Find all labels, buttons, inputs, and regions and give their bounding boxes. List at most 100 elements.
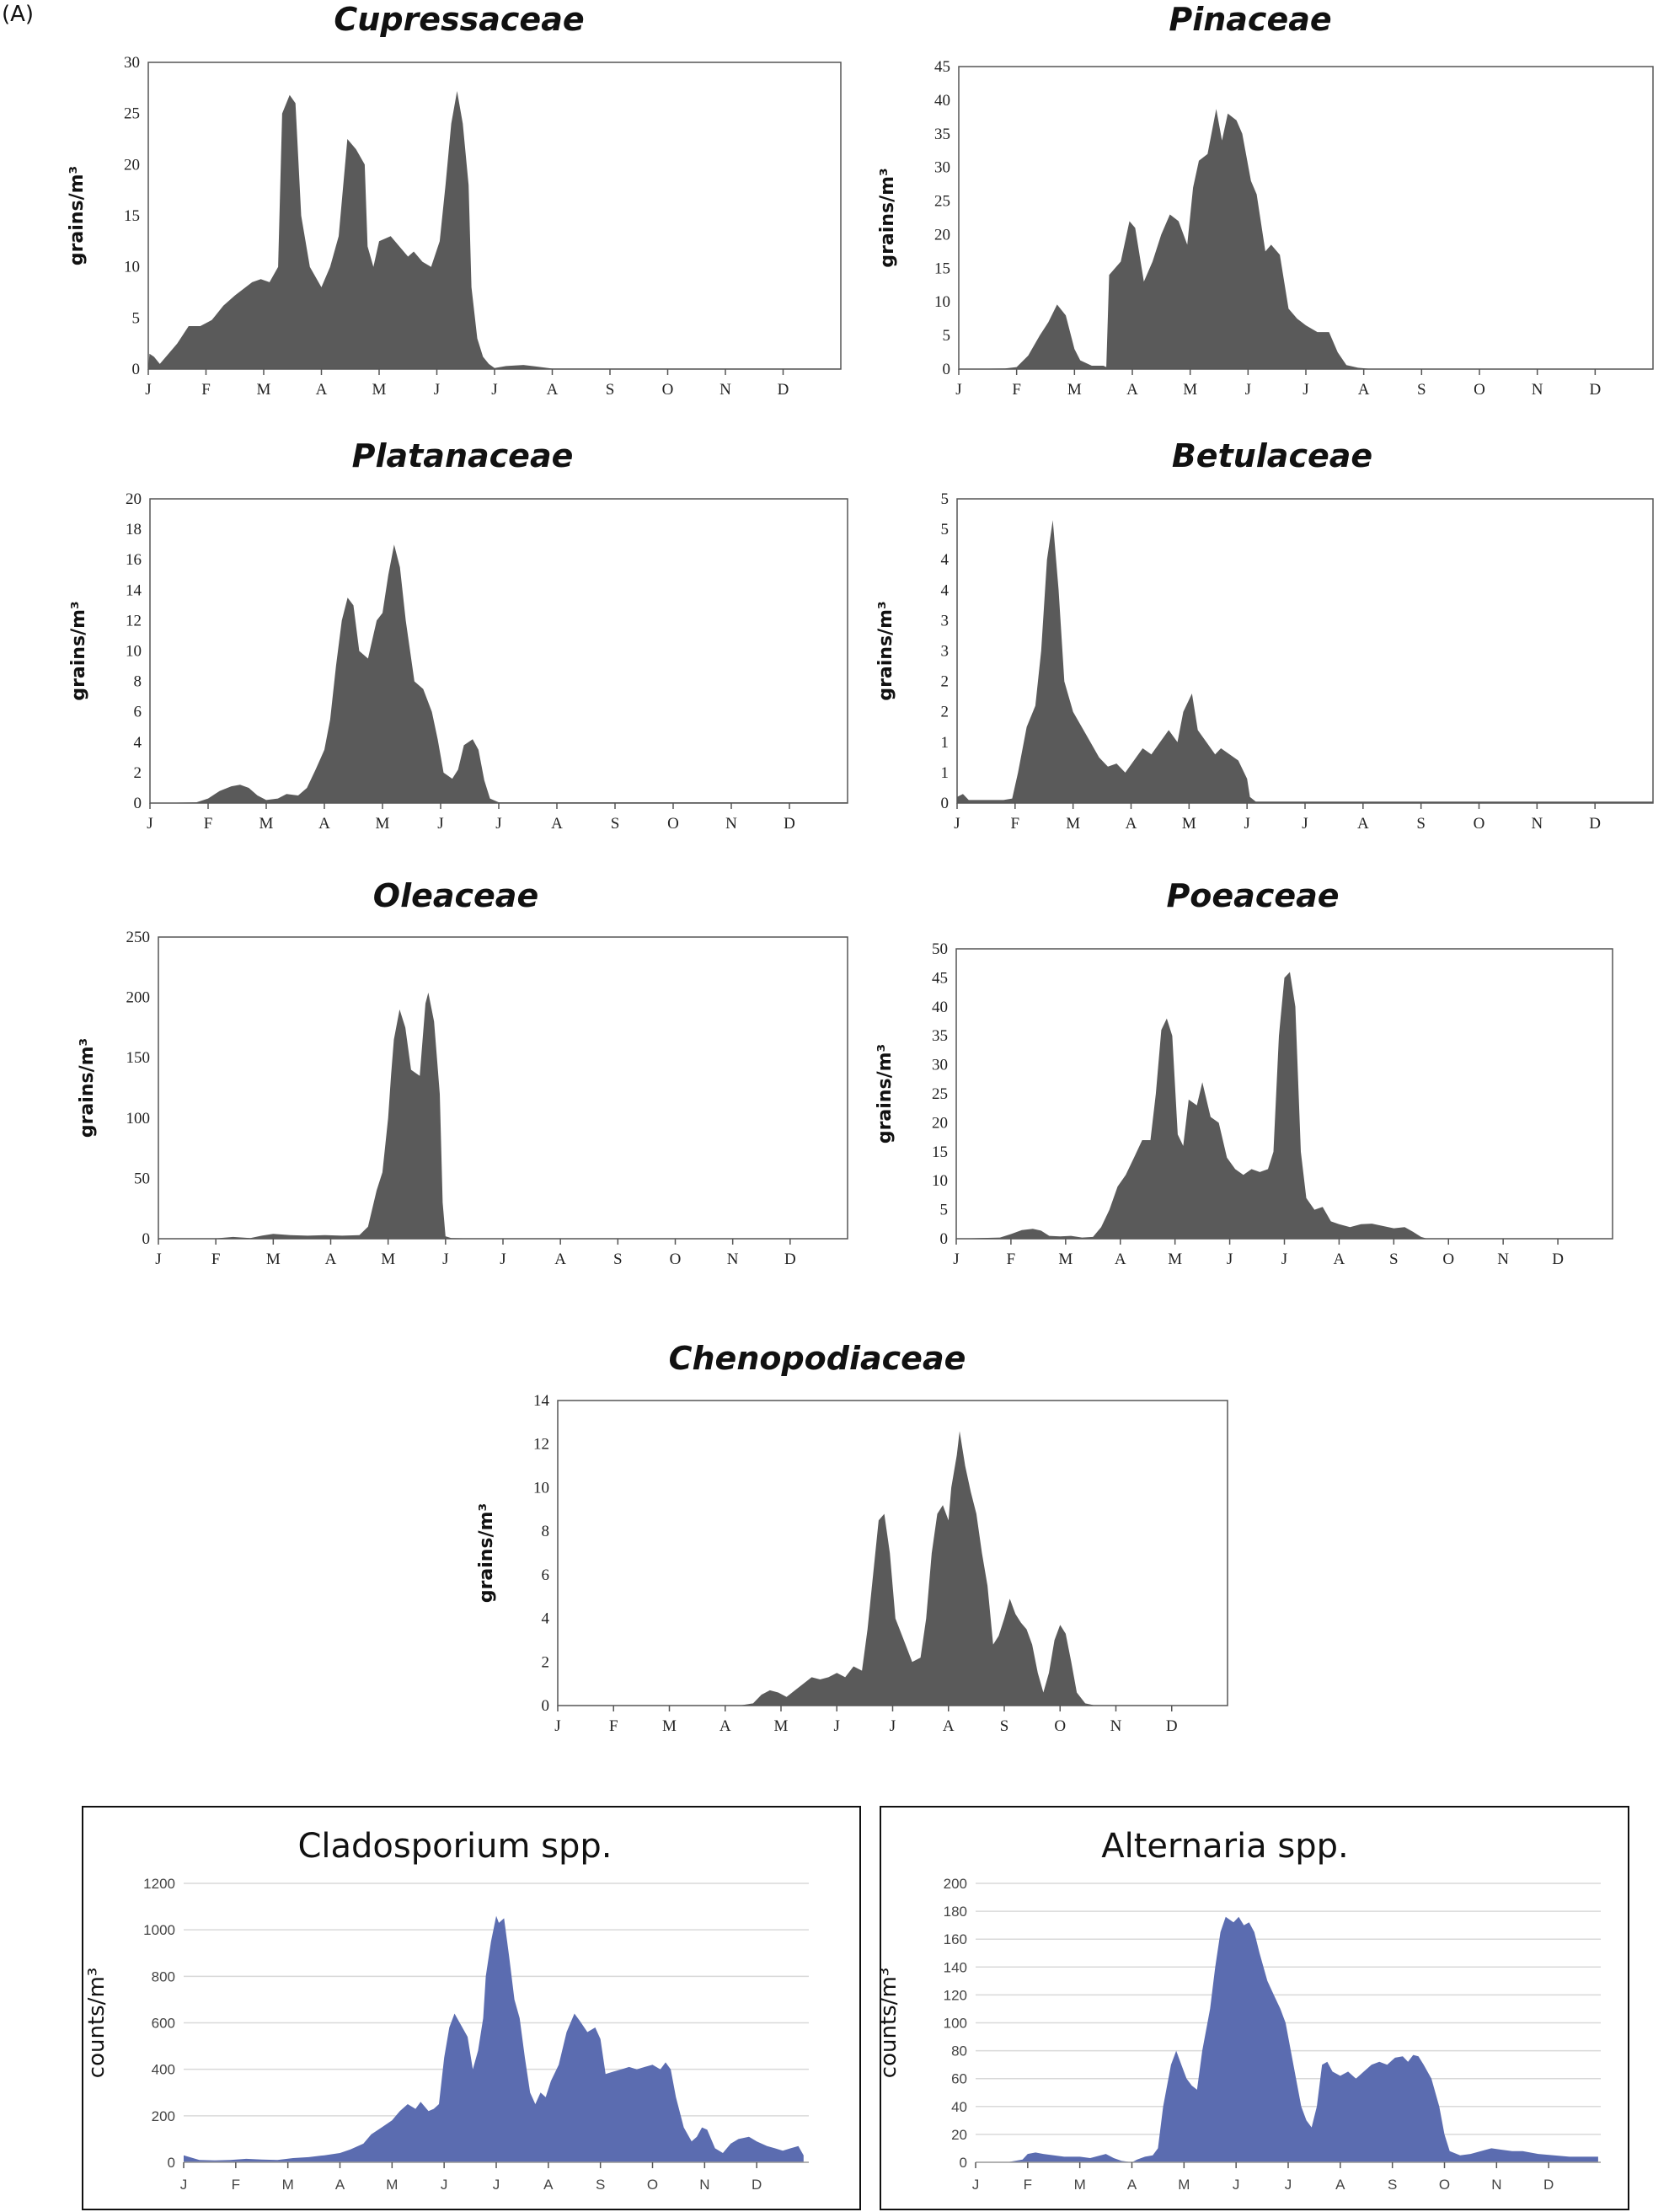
y-tick-label: 1 (941, 764, 950, 782)
y-axis-label: grains/m³ (67, 166, 88, 265)
y-tick-label: 0 (134, 795, 142, 812)
y-axis-label: counts/m³ (84, 1968, 110, 2078)
x-tick-label: M (1074, 2177, 1086, 2193)
y-tick-label: 4 (941, 581, 950, 599)
series-area (957, 520, 1653, 803)
y-tick-label: 10 (124, 259, 140, 276)
x-tick-label: J (491, 381, 497, 399)
chart-title: Chenopodiaceae (669, 1340, 966, 1377)
x-tick-label: O (1474, 381, 1485, 399)
x-tick-label: A (1127, 2177, 1137, 2193)
x-tick-label: A (1115, 1251, 1126, 1268)
series-area (959, 109, 1653, 370)
x-tick-label: M (386, 2177, 398, 2193)
x-tick-label: J (145, 381, 151, 399)
x-tick-label: O (647, 2177, 658, 2193)
x-tick-label: J (500, 1251, 506, 1268)
y-tick-label: 15 (932, 1143, 948, 1161)
x-tick-label: F (201, 381, 211, 399)
x-tick-label: M (662, 1717, 677, 1735)
x-tick-label: M (1067, 381, 1082, 399)
y-tick-label: 600 (152, 2016, 175, 2032)
y-tick-label: 2 (134, 764, 142, 782)
x-tick-label: J (1233, 2177, 1240, 2193)
x-tick-label: S (1416, 815, 1426, 833)
y-tick-label: 200 (944, 1876, 967, 1892)
x-tick-label: J (1245, 381, 1251, 399)
x-tick-label: N (699, 2177, 709, 2193)
y-tick-label: 2 (542, 1653, 550, 1671)
x-tick-label: A (316, 381, 328, 399)
x-tick-label: M (381, 1251, 395, 1268)
y-tick-label: 200 (152, 2108, 175, 2124)
y-tick-label: 12 (533, 1436, 549, 1454)
x-tick-label: J (437, 815, 443, 833)
y-tick-label: 0 (168, 2155, 175, 2171)
x-tick-label: J (1302, 815, 1308, 833)
x-tick-label: A (554, 1251, 566, 1268)
x-tick-label: N (1491, 2177, 1501, 2193)
series-area (158, 992, 848, 1239)
x-tick-label: J (554, 1717, 560, 1735)
y-tick-label: 20 (126, 490, 142, 508)
x-tick-label: J (972, 2177, 980, 2193)
x-tick-label: J (441, 2177, 448, 2193)
y-tick-label: 5 (941, 521, 950, 538)
x-tick-label: M (1066, 815, 1080, 833)
x-tick-label: S (613, 1251, 623, 1268)
series-area (956, 972, 1613, 1239)
x-tick-label: S (1417, 381, 1426, 399)
y-tick-label: 3 (941, 643, 950, 661)
y-tick-label: 10 (533, 1479, 549, 1497)
x-tick-label: N (727, 1251, 739, 1268)
x-tick-label: J (434, 381, 440, 399)
y-tick-label: 14 (126, 581, 142, 599)
series-area (976, 1916, 1598, 2162)
x-tick-label: D (1166, 1717, 1178, 1735)
y-tick-label: 50 (932, 940, 948, 958)
series-area (558, 1431, 1228, 1706)
y-tick-label: 3 (941, 612, 950, 629)
x-tick-label: J (1281, 1251, 1287, 1268)
x-tick-label: J (495, 815, 501, 833)
x-tick-label: D (1589, 381, 1601, 399)
y-tick-label: 5 (943, 327, 951, 345)
chart-cladosporium-spp: Cladosporium spp. counts/m³ 0 200 400 600 800 1… (82, 1806, 861, 2210)
y-tick-label: 14 (533, 1392, 550, 1410)
y-tick-label: 20 (951, 2127, 967, 2143)
y-tick-label: 0 (943, 361, 951, 378)
y-tick-label: 160 (944, 1931, 967, 1947)
x-tick-label: F (609, 1717, 618, 1735)
y-tick-label: 0 (960, 2155, 967, 2171)
x-tick-label: M (1058, 1251, 1073, 1268)
x-tick-label: D (1543, 2177, 1554, 2193)
y-tick-label: 20 (934, 226, 950, 244)
y-axis-label: counts/m³ (876, 1968, 901, 2078)
y-tick-label: 10 (126, 643, 142, 661)
x-tick-label: M (1168, 1251, 1182, 1268)
x-tick-label: A (1334, 1251, 1345, 1268)
x-tick-label: J (890, 1717, 896, 1735)
y-tick-label: 250 (126, 929, 151, 946)
chart-title: Cladosporium spp. (297, 1827, 612, 1866)
y-tick-label: 140 (944, 1959, 967, 1975)
x-tick-label: J (155, 1251, 161, 1268)
x-tick-label: O (1474, 815, 1485, 833)
x-tick-label: J (1244, 815, 1249, 833)
x-tick-label: A (335, 2177, 345, 2193)
x-tick-label: S (606, 381, 615, 399)
x-tick-label: D (1552, 1251, 1564, 1268)
y-tick-label: 180 (944, 1904, 967, 1920)
x-tick-label: D (784, 1251, 796, 1268)
y-tick-label: 10 (932, 1172, 948, 1190)
x-tick-label: D (752, 2177, 762, 2193)
y-tick-label: 10 (934, 293, 950, 311)
x-tick-label: A (543, 2177, 554, 2193)
x-tick-label: M (1182, 815, 1196, 833)
y-axis-label: grains/m³ (476, 1503, 497, 1603)
chart-title: Poeaceae (1166, 877, 1339, 914)
x-tick-label: M (1178, 2177, 1190, 2193)
y-tick-label: 40 (951, 2099, 967, 2115)
y-tick-label: 80 (951, 2043, 967, 2059)
